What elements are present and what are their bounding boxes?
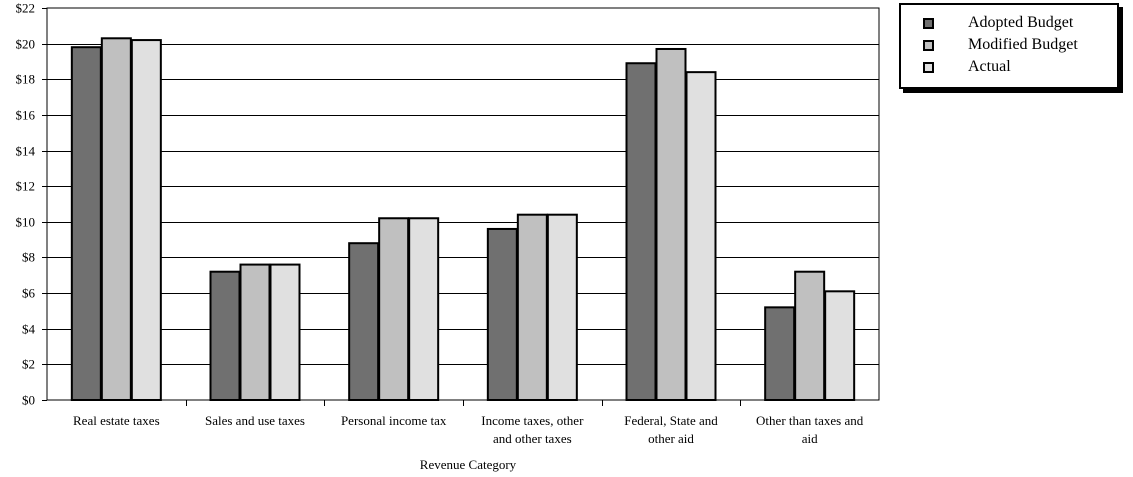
x-tick-label: Personal income tax bbox=[341, 413, 447, 428]
legend-swatch-actual bbox=[923, 61, 934, 73]
axes bbox=[42, 8, 741, 406]
bar bbox=[130, 39, 162, 402]
y-tick-label: $12 bbox=[16, 179, 36, 194]
bar bbox=[70, 46, 102, 401]
y-tick-label: $18 bbox=[16, 72, 36, 87]
bar bbox=[546, 213, 578, 401]
y-tick-label: $2 bbox=[22, 357, 35, 372]
gridlines bbox=[46, 7, 880, 401]
bar bbox=[655, 47, 687, 402]
bar bbox=[269, 263, 301, 401]
y-tick-label: $4 bbox=[22, 322, 36, 337]
bar bbox=[764, 306, 796, 402]
bar bbox=[685, 71, 717, 402]
x-tick-label: Income taxes, other and other taxes bbox=[481, 413, 584, 446]
legend-label-actual: Actual bbox=[968, 58, 1011, 75]
y-tick-label: $6 bbox=[22, 286, 36, 301]
bar bbox=[794, 270, 826, 401]
legend-label-adopted-budget: Adopted Budget bbox=[968, 14, 1074, 31]
plot-area bbox=[46, 7, 880, 401]
legend-item-adopted-budget: Adopted Budget bbox=[923, 13, 1073, 33]
legend-label-modified-budget: Modified Budget bbox=[968, 36, 1078, 53]
x-tick-label: Federal, State and other aid bbox=[624, 413, 718, 446]
bar bbox=[486, 227, 518, 401]
x-tick-label: Real estate taxes bbox=[73, 413, 160, 428]
chart-legend: Adopted Budget Modified Budget Actual bbox=[899, 3, 1119, 89]
bar bbox=[625, 62, 657, 402]
x-axis-label: Revenue Category bbox=[420, 457, 517, 472]
y-tick-label: $22 bbox=[16, 1, 36, 16]
y-tick-label: $14 bbox=[16, 144, 36, 159]
bar bbox=[100, 37, 132, 401]
bar bbox=[209, 270, 241, 401]
y-tick-label: $0 bbox=[22, 393, 35, 408]
bar bbox=[516, 213, 548, 401]
legend-swatch-adopted-budget bbox=[923, 17, 934, 29]
y-tick-label: $16 bbox=[16, 108, 36, 123]
bar bbox=[408, 217, 440, 401]
legend-item-modified-budget: Modified Budget bbox=[923, 35, 1078, 55]
y-tick-labels: $0 $2 $4 $6 $8 $10 $12 $14 $16 $18 $20 $22 bbox=[16, 1, 36, 408]
y-tick-label: $20 bbox=[16, 37, 36, 52]
bar bbox=[348, 242, 380, 401]
bar bbox=[239, 263, 271, 401]
bars bbox=[70, 37, 856, 402]
y-tick-label: $10 bbox=[16, 215, 36, 230]
x-tick-label: Other than taxes and aid bbox=[756, 413, 864, 446]
y-tick-label: $8 bbox=[22, 250, 35, 265]
x-tick-label: Sales and use taxes bbox=[205, 413, 305, 428]
legend-item-actual: Actual bbox=[923, 57, 1011, 77]
legend-swatch-modified-budget bbox=[923, 39, 934, 51]
x-tick-labels: Real estate taxes Sales and use taxes Pers… bbox=[73, 413, 864, 446]
bar bbox=[824, 290, 856, 401]
bar bbox=[378, 217, 410, 401]
